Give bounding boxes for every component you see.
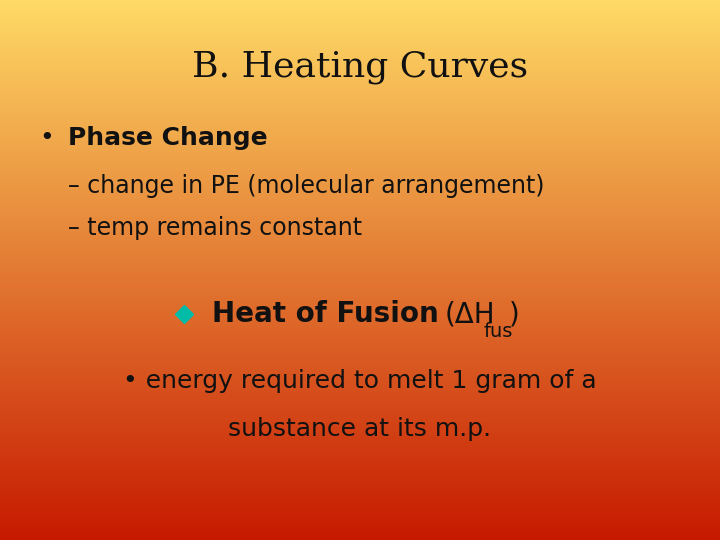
Text: fus: fus	[484, 322, 513, 341]
Text: substance at its m.p.: substance at its m.p.	[228, 417, 492, 441]
Text: Phase Change: Phase Change	[68, 126, 268, 150]
Text: – temp remains constant: – temp remains constant	[68, 217, 363, 240]
Text: B. Heating Curves: B. Heating Curves	[192, 51, 528, 84]
Text: • energy required to melt 1 gram of a: • energy required to melt 1 gram of a	[123, 369, 597, 393]
Text: •: •	[40, 126, 54, 150]
Text: ): )	[509, 300, 520, 328]
Text: (ΔH: (ΔH	[445, 300, 495, 328]
Text: – change in PE (molecular arrangement): – change in PE (molecular arrangement)	[68, 174, 545, 198]
Text: Heat of Fusion: Heat of Fusion	[212, 300, 449, 328]
